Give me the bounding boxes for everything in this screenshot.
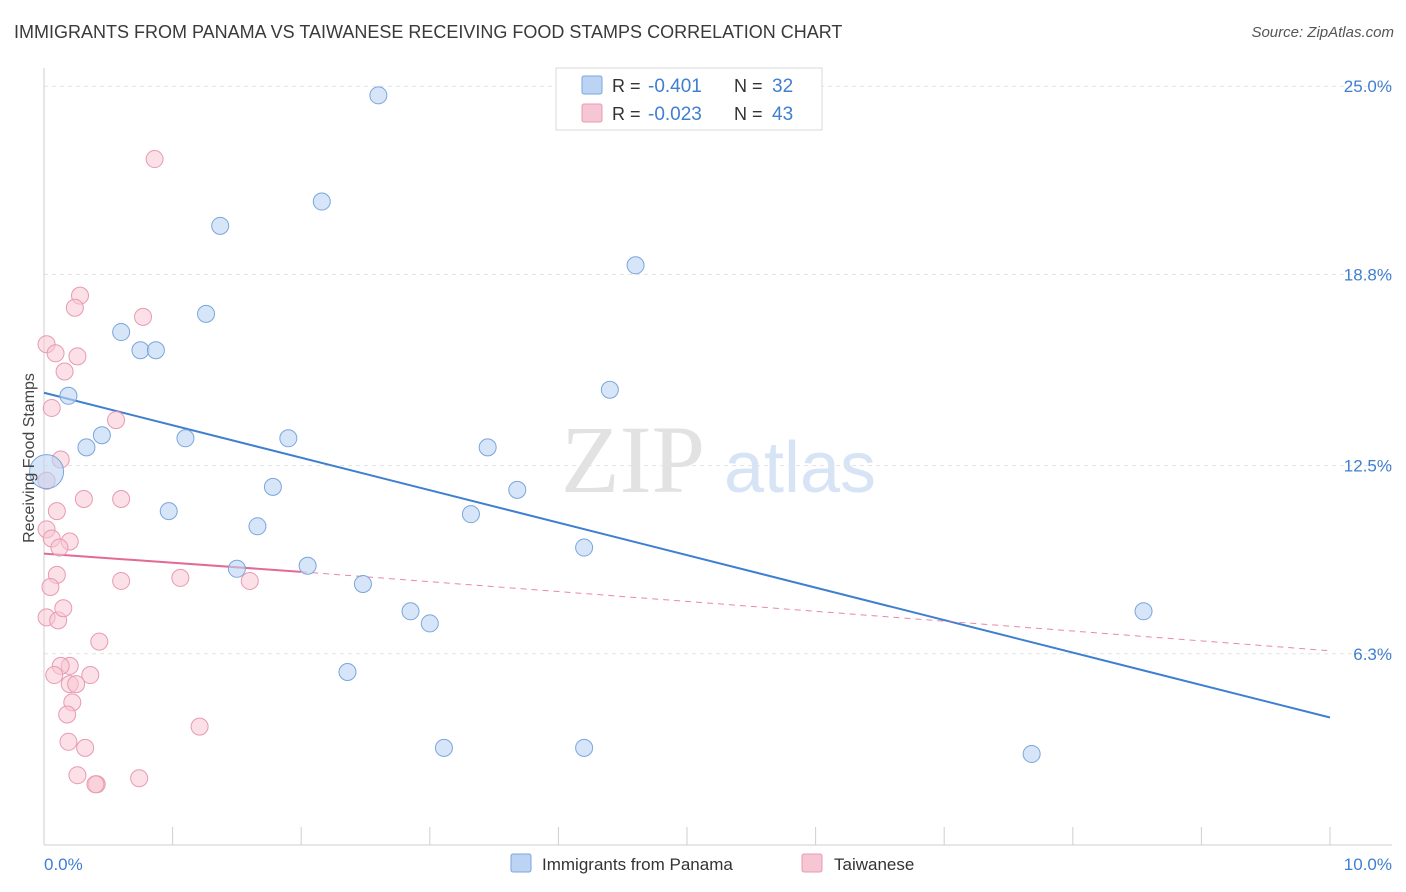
- panama-point: [112, 323, 131, 342]
- taiwan-point: [65, 298, 84, 317]
- panama-point: [1022, 744, 1041, 763]
- taiwan-point: [67, 675, 86, 694]
- panama-point: [353, 574, 372, 593]
- x-ticks: [43, 827, 1331, 845]
- panama-point: [600, 380, 619, 399]
- y-tick-label: 12.5%: [1344, 457, 1392, 476]
- trend-lines: [43, 391, 1331, 719]
- panama-point: [461, 505, 480, 524]
- gridlines: [44, 85, 1392, 655]
- taiwan-point: [47, 502, 66, 521]
- panama-point: [159, 502, 178, 521]
- stats-n-label-panama: N =: [734, 76, 763, 96]
- stats-swatch-taiwan: [581, 103, 603, 123]
- taiwan-point: [190, 717, 209, 736]
- taiwan-point: [54, 599, 73, 618]
- source-credit: Source: ZipAtlas.com: [1251, 24, 1394, 41]
- stats-r-value-panama: -0.401: [648, 76, 702, 97]
- panama-point: [298, 556, 317, 575]
- panama-point: [77, 438, 96, 457]
- taiwan-point: [112, 489, 131, 508]
- taiwan-point: [145, 150, 164, 169]
- taiwanese-points: [37, 150, 259, 794]
- panama-point: [508, 480, 527, 499]
- panama-point: [248, 517, 267, 536]
- stats-n-value-taiwan: 43: [772, 104, 793, 125]
- taiwan-point: [86, 775, 105, 794]
- taiwan-point: [42, 398, 61, 417]
- panama-point: [211, 216, 230, 235]
- taiwan-trend-line: [43, 552, 302, 573]
- panama-point: [59, 386, 78, 405]
- taiwan-point: [55, 362, 74, 381]
- panama-point: [420, 614, 439, 633]
- panama-point: [575, 738, 594, 757]
- taiwan-point: [41, 578, 60, 597]
- taiwan-point: [76, 738, 95, 757]
- taiwan-point: [171, 568, 190, 587]
- legend-swatch-taiwan[interactable]: [801, 853, 823, 873]
- taiwan-point: [68, 347, 87, 366]
- stats-n-value-panama: 32: [772, 76, 793, 97]
- legend-label-panama[interactable]: Immigrants from Panama: [542, 855, 733, 874]
- legend-swatch-panama[interactable]: [510, 853, 532, 873]
- stats-swatch-panama: [581, 75, 603, 95]
- panama-trend-line: [43, 391, 1331, 719]
- panama-point: [369, 86, 388, 105]
- taiwan-point: [134, 307, 153, 326]
- panama-points: [29, 86, 1153, 763]
- taiwan-point: [90, 632, 109, 651]
- taiwan-point: [45, 666, 64, 685]
- panama-point: [575, 538, 594, 557]
- taiwan-point: [59, 732, 78, 751]
- axes: [43, 68, 1392, 846]
- watermark: ZIP atlas: [561, 406, 876, 513]
- panama-point: [131, 341, 150, 360]
- panama-point: [338, 662, 357, 681]
- panama-point: [626, 256, 645, 275]
- taiwan-point: [112, 571, 131, 590]
- stats-r-value-taiwan: -0.023: [648, 104, 702, 125]
- legend: Immigrants from Panama Taiwanese: [510, 853, 914, 874]
- taiwan-point: [81, 666, 100, 685]
- watermark-zip: ZIP: [561, 406, 705, 513]
- taiwan-point: [130, 769, 149, 788]
- panama-point: [312, 192, 331, 211]
- taiwan-point: [240, 571, 259, 590]
- taiwan-point: [74, 489, 93, 508]
- y-tick-labels: 6.3% 12.5% 18.8% 25.0%: [1344, 77, 1392, 664]
- panama-point: [227, 559, 246, 578]
- taiwan-point: [58, 705, 77, 724]
- panama-point: [1134, 602, 1153, 621]
- panama-point: [29, 454, 65, 490]
- panama-point: [478, 438, 497, 457]
- stats-box: R = -0.401 N = 32 R = -0.023 N = 43: [555, 67, 823, 131]
- x-tick-label-min: 0.0%: [44, 855, 83, 874]
- panama-point: [434, 738, 453, 757]
- panama-point: [197, 304, 216, 323]
- panama-point: [263, 477, 282, 496]
- x-tick-label-max: 10.0%: [1344, 855, 1392, 874]
- panama-point: [176, 429, 195, 448]
- taiwan-point: [68, 766, 87, 785]
- y-tick-label: 25.0%: [1344, 77, 1392, 96]
- stats-r-label-panama: R =: [612, 76, 641, 96]
- stats-n-label-taiwan: N =: [734, 104, 763, 124]
- taiwan-point: [107, 411, 126, 430]
- y-tick-label: 6.3%: [1353, 645, 1392, 664]
- panama-point: [401, 602, 420, 621]
- y-tick-label: 18.8%: [1344, 265, 1392, 284]
- watermark-atlas: atlas: [724, 428, 876, 508]
- taiwan-trend-line-dashed: [301, 571, 1331, 652]
- panama-point: [146, 341, 165, 360]
- y-axis-label: Receiving Food Stamps: [21, 373, 38, 543]
- taiwan-point: [46, 344, 65, 363]
- legend-label-taiwan[interactable]: Taiwanese: [834, 855, 914, 874]
- panama-point: [92, 426, 111, 445]
- chart-title: IMMIGRANTS FROM PANAMA VS TAIWANESE RECE…: [14, 22, 843, 42]
- taiwan-point: [50, 538, 69, 557]
- panama-point: [279, 429, 298, 448]
- stats-r-label-taiwan: R =: [612, 104, 641, 124]
